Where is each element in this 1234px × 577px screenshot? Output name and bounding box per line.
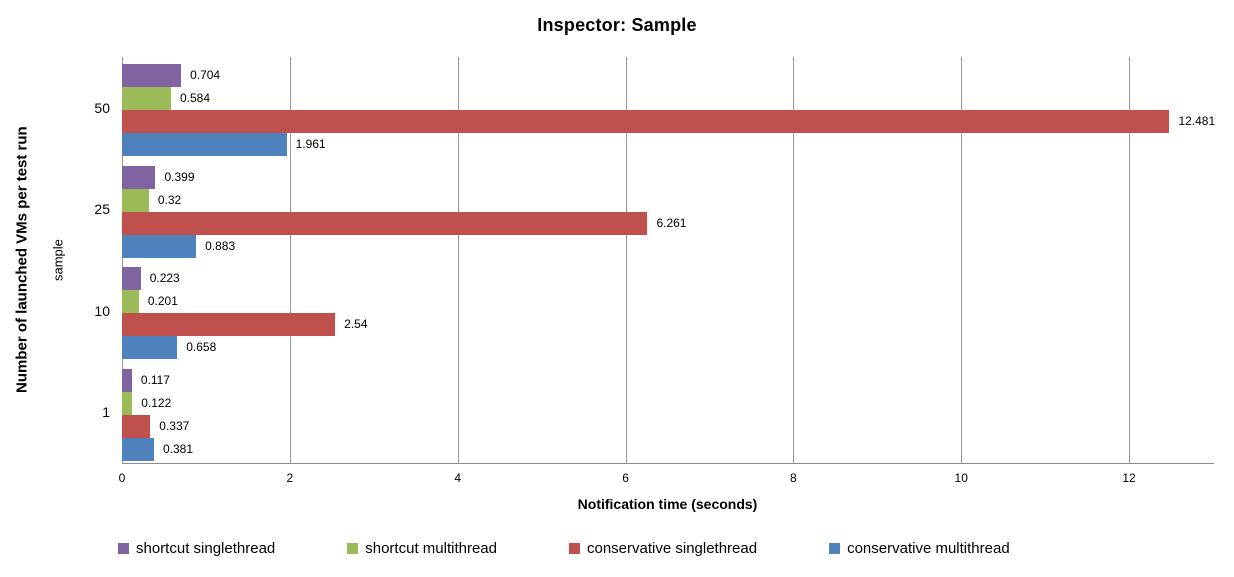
gridline: [793, 57, 795, 463]
legend-label: conservative multithread: [847, 540, 1010, 557]
bar-value-label: 0.223: [149, 271, 180, 285]
bar-value-label: 0.399: [164, 169, 195, 184]
x-axis-line: [122, 463, 1214, 464]
legend-item: shortcut singlethread: [118, 540, 275, 557]
x-tick-label: 2: [286, 471, 294, 485]
bar-value-label: 0.32: [157, 192, 182, 207]
legend-label: shortcut multithread: [365, 540, 497, 557]
gridline: [1129, 57, 1131, 463]
x-tick-label: 4: [454, 471, 462, 485]
bar-conservative-singlethread: [122, 414, 151, 438]
category-label: 25: [94, 201, 110, 218]
bar-group: 0.117 0.122 0.337 0.381: [122, 362, 1213, 464]
bar-value-label: 0.122: [141, 395, 172, 410]
bar-value-label: 1.961: [295, 137, 326, 151]
bar-value-label: 2.54: [344, 317, 368, 331]
bar-value-label: 0.584: [180, 91, 211, 105]
bar-shortcut-multithread: [122, 391, 133, 415]
bar-conservative-singlethread: [122, 110, 1170, 133]
bar-value-label: 0.201: [147, 294, 178, 308]
bar-value-label: 0.883: [205, 238, 236, 253]
bar-conservative-singlethread: [122, 313, 336, 336]
gridline: [122, 57, 123, 463]
bar-shortcut-singlethread: [122, 368, 132, 392]
gridline: [961, 57, 963, 463]
x-tick-label: 12: [1122, 471, 1136, 485]
chart-title: Inspector: Sample: [537, 15, 697, 35]
gridline: [289, 57, 291, 463]
legend-item: conservative singlethread: [568, 540, 758, 557]
category-label: 10: [94, 302, 110, 319]
legend-item: conservative multithread: [829, 540, 1010, 557]
plot-area: 0.704 0.584 12.481 1.961 0.399 0.32 6.261 0.883…: [122, 57, 1216, 464]
category-label: 1: [102, 404, 110, 421]
x-tick-label: 0: [118, 471, 126, 485]
y-axis-title: Number of launched VMs per test run: [13, 126, 31, 394]
bar-conservative-singlethread: [122, 211, 648, 235]
legend-swatch: [118, 543, 129, 554]
bar-shortcut-singlethread: [122, 64, 182, 87]
gridline: [457, 57, 459, 463]
x-tick-label: 6: [622, 471, 629, 485]
bar-shortcut-multithread: [122, 188, 149, 212]
x-tick-label: 10: [954, 471, 968, 485]
bar-value-label: 12.481: [1178, 114, 1216, 128]
bar-conservative-multithread: [122, 133, 287, 156]
bar-group: 0.399 0.32 6.261 0.883: [122, 159, 1213, 261]
bar-value-label: 0.337: [159, 418, 190, 433]
bar-value-label: 0.704: [190, 68, 221, 82]
gridline: [625, 57, 627, 463]
legend-swatch: [829, 543, 841, 554]
legend-swatch: [347, 543, 359, 554]
bar-shortcut-multithread: [122, 87, 171, 110]
legend-swatch: [568, 543, 580, 554]
bar-group: 0.223 0.201 2.54 0.658: [122, 260, 1213, 362]
legend: shortcut singlethread shortcut multithrea…: [118, 540, 1010, 557]
bar-value-label: 0.381: [162, 441, 193, 456]
x-axis-title: Notification time (seconds): [577, 496, 758, 512]
bar-value-label: 6.261: [656, 215, 687, 230]
bar-group: 0.704 0.584 12.481 1.961: [122, 57, 1216, 159]
legend-label: shortcut singlethread: [136, 540, 276, 557]
legend-label: conservative singlethread: [586, 540, 758, 557]
bar-shortcut-singlethread: [122, 165, 156, 189]
bar-value-label: 0.658: [186, 340, 217, 354]
x-tick-label: 8: [790, 471, 797, 485]
bar-value-label: 0.117: [140, 372, 170, 387]
bar-conservative-multithread: [122, 437, 154, 461]
bar-shortcut-multithread: [122, 290, 139, 313]
legend-item: shortcut multithread: [347, 540, 497, 557]
bar-conservative-multithread: [122, 234, 197, 258]
category-label: 50: [94, 99, 110, 116]
bar-conservative-multithread: [122, 336, 178, 359]
bar-shortcut-singlethread: [122, 267, 141, 290]
